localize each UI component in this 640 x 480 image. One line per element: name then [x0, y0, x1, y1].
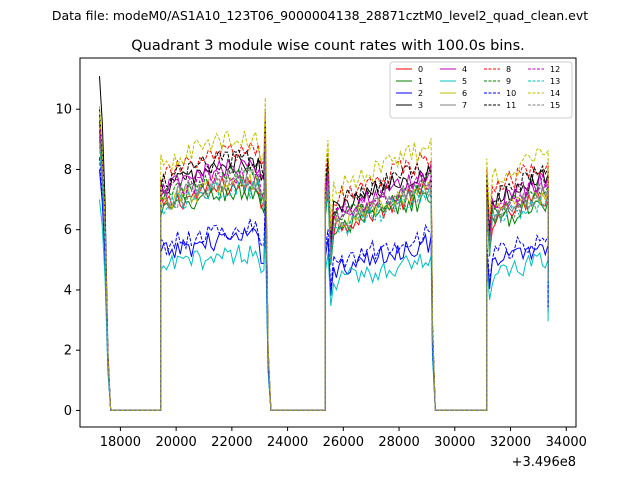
x-tick-label: 22000 [211, 435, 252, 450]
series-line-5 [99, 199, 549, 411]
series-line-14 [99, 97, 549, 411]
legend-label-4: 4 [462, 65, 467, 74]
chart-title: Quadrant 3 module wise count rates with … [131, 38, 525, 54]
legend-label-6: 6 [462, 89, 467, 98]
legend-label-7: 7 [462, 101, 467, 110]
legend-label-8: 8 [506, 65, 511, 74]
legend-label-15: 15 [550, 101, 560, 110]
legend-label-14: 14 [550, 89, 560, 98]
x-axis: 18000 20000 22000 24000 26000 28000 30000 32000… [100, 427, 587, 450]
plot-area [99, 76, 549, 411]
y-tick-label: 2 [64, 344, 72, 359]
x-tick-label: 30000 [434, 435, 475, 450]
y-tick-label: 6 [64, 223, 72, 238]
legend-label-10: 10 [506, 89, 516, 98]
legend-label-12: 12 [550, 65, 560, 74]
x-tick-label: 24000 [267, 435, 308, 450]
y-tick-label: 0 [64, 404, 72, 419]
x-tick-label: 28000 [378, 435, 419, 450]
series-line-10 [99, 157, 549, 411]
legend-label-5: 5 [462, 77, 467, 86]
series-line-11 [99, 109, 549, 411]
x-tick-label: 18000 [100, 435, 141, 450]
series-line-2 [99, 169, 549, 411]
y-axis: 0 2 4 6 8 10 [55, 103, 80, 419]
x-tick-label: 32000 [490, 435, 531, 450]
series-line-12 [99, 124, 549, 411]
x-axis-offset-label: +3.496e8 [512, 455, 576, 470]
legend-label-13: 13 [550, 77, 560, 86]
figure-suptitle: Data file: modeM0/AS1A10_123T06_90000041… [52, 8, 588, 23]
legend-label-3: 3 [418, 101, 423, 110]
axes-frame [79, 57, 577, 428]
x-tick-label: 20000 [155, 435, 196, 450]
legend-label-2: 2 [418, 89, 423, 98]
x-tick-label: 34000 [546, 435, 587, 450]
x-tick-label: 26000 [323, 435, 364, 450]
y-tick-label: 10 [55, 103, 72, 118]
series-line-6 [99, 133, 549, 411]
series-line-9 [99, 130, 549, 411]
legend-label-0: 0 [418, 65, 423, 74]
legend-label-11: 11 [506, 101, 516, 110]
series-line-4 [99, 121, 549, 411]
legend-frame [389, 61, 573, 119]
legend-label-9: 9 [506, 77, 511, 86]
legend-label-1: 1 [418, 77, 423, 86]
y-tick-label: 4 [64, 283, 72, 298]
series-line-15 [99, 133, 549, 411]
y-tick-label: 8 [64, 163, 72, 178]
